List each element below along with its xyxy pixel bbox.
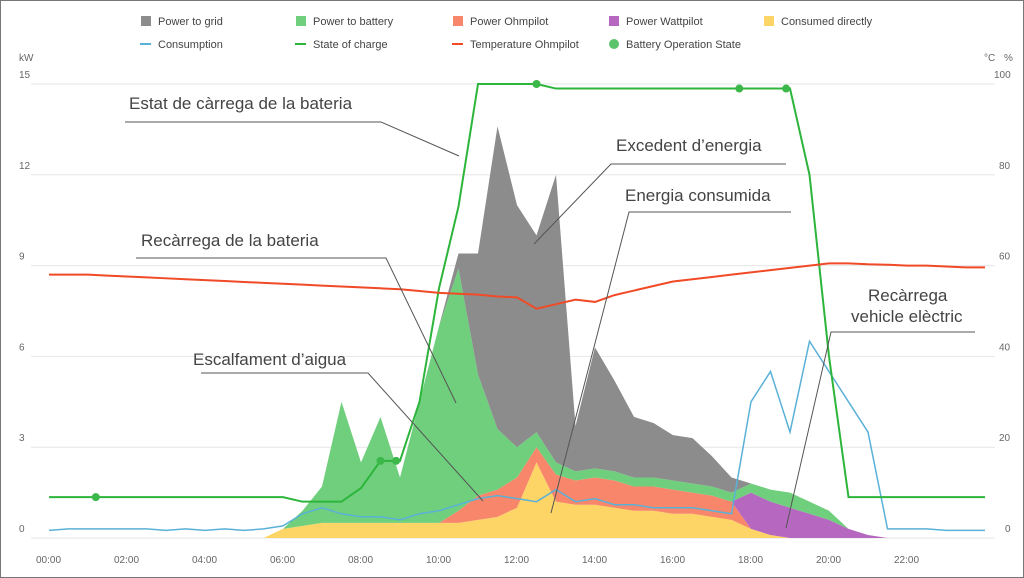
battery-state-point [735, 84, 744, 93]
battery-state-point [392, 456, 401, 465]
x-tick: 10:00 [426, 555, 451, 566]
y-right-tick: 20 [999, 433, 1011, 444]
x-tick: 06:00 [270, 555, 295, 566]
legend-label: Consumed directly [781, 16, 873, 28]
legend-label: Temperature Ohmpilot [470, 39, 579, 51]
y-right-tick: 40 [999, 342, 1011, 353]
legend-swatch [141, 16, 151, 26]
line-temperature-ohmpilot [49, 262, 985, 310]
line-state-of-charge [49, 83, 985, 503]
x-tick: 12:00 [504, 555, 529, 566]
battery-state-point [532, 80, 541, 88]
y-left-label: kW [19, 53, 34, 64]
y-right-label-temp: °C [984, 53, 995, 64]
x-tick: 20:00 [816, 555, 841, 566]
x-tick: 02:00 [114, 555, 139, 566]
legend-swatch [609, 16, 619, 26]
x-tick: 18:00 [738, 555, 763, 566]
legend-swatch [296, 16, 306, 26]
x-tick: 22:00 [894, 555, 919, 566]
y-left-tick: 6 [19, 342, 25, 353]
x-tick: 04:00 [192, 555, 217, 566]
y-left-tick: 3 [19, 433, 25, 444]
y-right-label-pct: % [1004, 53, 1013, 64]
area-power-ohmpilot [49, 447, 966, 538]
y-left-tick: 9 [19, 252, 25, 263]
legend-swatch [453, 16, 463, 26]
y-right-tick: 60 [999, 252, 1011, 263]
annotation-soc: Estat de càrrega de la bateria [129, 94, 353, 113]
annotation-battery-charge: Recàrrega de la bateria [141, 231, 319, 250]
area-power-to-grid [49, 126, 966, 538]
x-tick: 00:00 [36, 555, 61, 566]
legend-label: Power Wattpilot [626, 16, 703, 28]
annotation-surplus: Excedent d’energia [616, 136, 762, 155]
area-consumed-directly [49, 462, 966, 538]
x-tick: 08:00 [348, 555, 373, 566]
legend-label: Battery Operation State [626, 39, 741, 51]
legend-swatch [764, 16, 774, 26]
annotation-water-heating: Escalfament d’aigua [193, 350, 347, 369]
x-tick: 16:00 [660, 555, 685, 566]
battery-state-point [782, 84, 791, 93]
annotation-ev-2: vehicle elèctric [851, 307, 963, 326]
legend-label: State of charge [313, 39, 388, 51]
y-right-tick: 0 [1005, 524, 1011, 535]
y-right-tick: 100 [994, 70, 1011, 81]
annotation-consumed: Energia consumida [625, 186, 771, 205]
y-left-tick: 15 [19, 70, 31, 81]
x-tick: 14:00 [582, 555, 607, 566]
legend-swatch [609, 39, 619, 49]
battery-state-point [91, 493, 100, 502]
y-left-tick: 12 [19, 161, 31, 172]
y-right-tick: 80 [999, 161, 1011, 172]
legend-label: Power to battery [313, 16, 394, 28]
legend-label: Consumption [158, 39, 223, 51]
annotation-ev-1: Recàrrega [868, 286, 948, 305]
battery-state-point [376, 456, 385, 465]
legend-label: Power Ohmpilot [470, 16, 548, 28]
y-left-tick: 0 [19, 524, 25, 535]
legend-label: Power to grid [158, 16, 223, 28]
line-consumption [48, 339, 985, 532]
